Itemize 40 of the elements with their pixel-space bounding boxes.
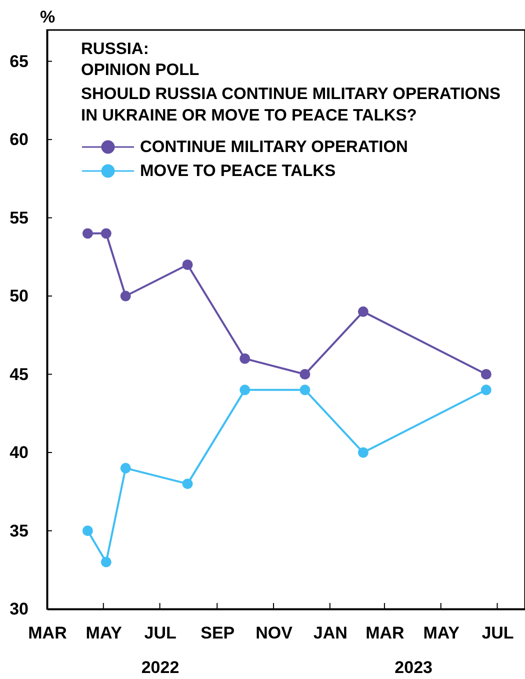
text: SHOULD RUSSIA CONTINUE MILITARY OPERATIONS IN UKRAINE OR MOVE TO PEACE TALKS? [81, 85, 501, 124]
y-tick-label: 40 [10, 443, 28, 462]
legend-label: CONTINUE MILITARY OPERATION [140, 138, 408, 156]
y-tick-label: 30 [10, 600, 28, 618]
x-tick-label: MAY [86, 624, 123, 642]
point [300, 369, 310, 380]
y-tick-label: 55 [10, 208, 28, 228]
point [480, 369, 492, 380]
point [82, 228, 93, 239]
y-axis-title: % [40, 8, 56, 26]
y-tick-label: 65 [10, 52, 28, 71]
point [120, 462, 131, 474]
point [100, 228, 112, 239]
text: RUSSIA: OPINION POLL [81, 40, 200, 79]
x-tick-label: JAN [313, 624, 348, 642]
point [358, 306, 368, 317]
y-tick-label: 50 [10, 286, 28, 306]
text: 2022 [141, 658, 180, 677]
x-tick-label: MAR [28, 624, 67, 642]
x-tick-label: MAY [423, 624, 460, 642]
point [182, 478, 193, 490]
point [480, 384, 492, 396]
x-tick-label: MAR [366, 624, 404, 642]
point [100, 556, 112, 568]
point [82, 526, 93, 536]
point [240, 353, 250, 364]
x-tick-label: NOV [256, 624, 294, 642]
x-tick-label: JUL [144, 624, 176, 642]
point [358, 447, 368, 458]
y-tick-label: 45 [10, 364, 28, 384]
point [182, 259, 193, 270]
y-tick-label: 60 [10, 130, 28, 150]
legend-label: MOVE TO PEACE TALKS [140, 162, 336, 180]
text: 2023 [394, 658, 433, 677]
point [120, 290, 131, 302]
x-tick-label: JUL [482, 624, 514, 642]
point [300, 384, 310, 396]
y-tick-label: 35 [10, 521, 28, 540]
point [240, 384, 250, 396]
x-tick-label: SEP [200, 624, 235, 642]
